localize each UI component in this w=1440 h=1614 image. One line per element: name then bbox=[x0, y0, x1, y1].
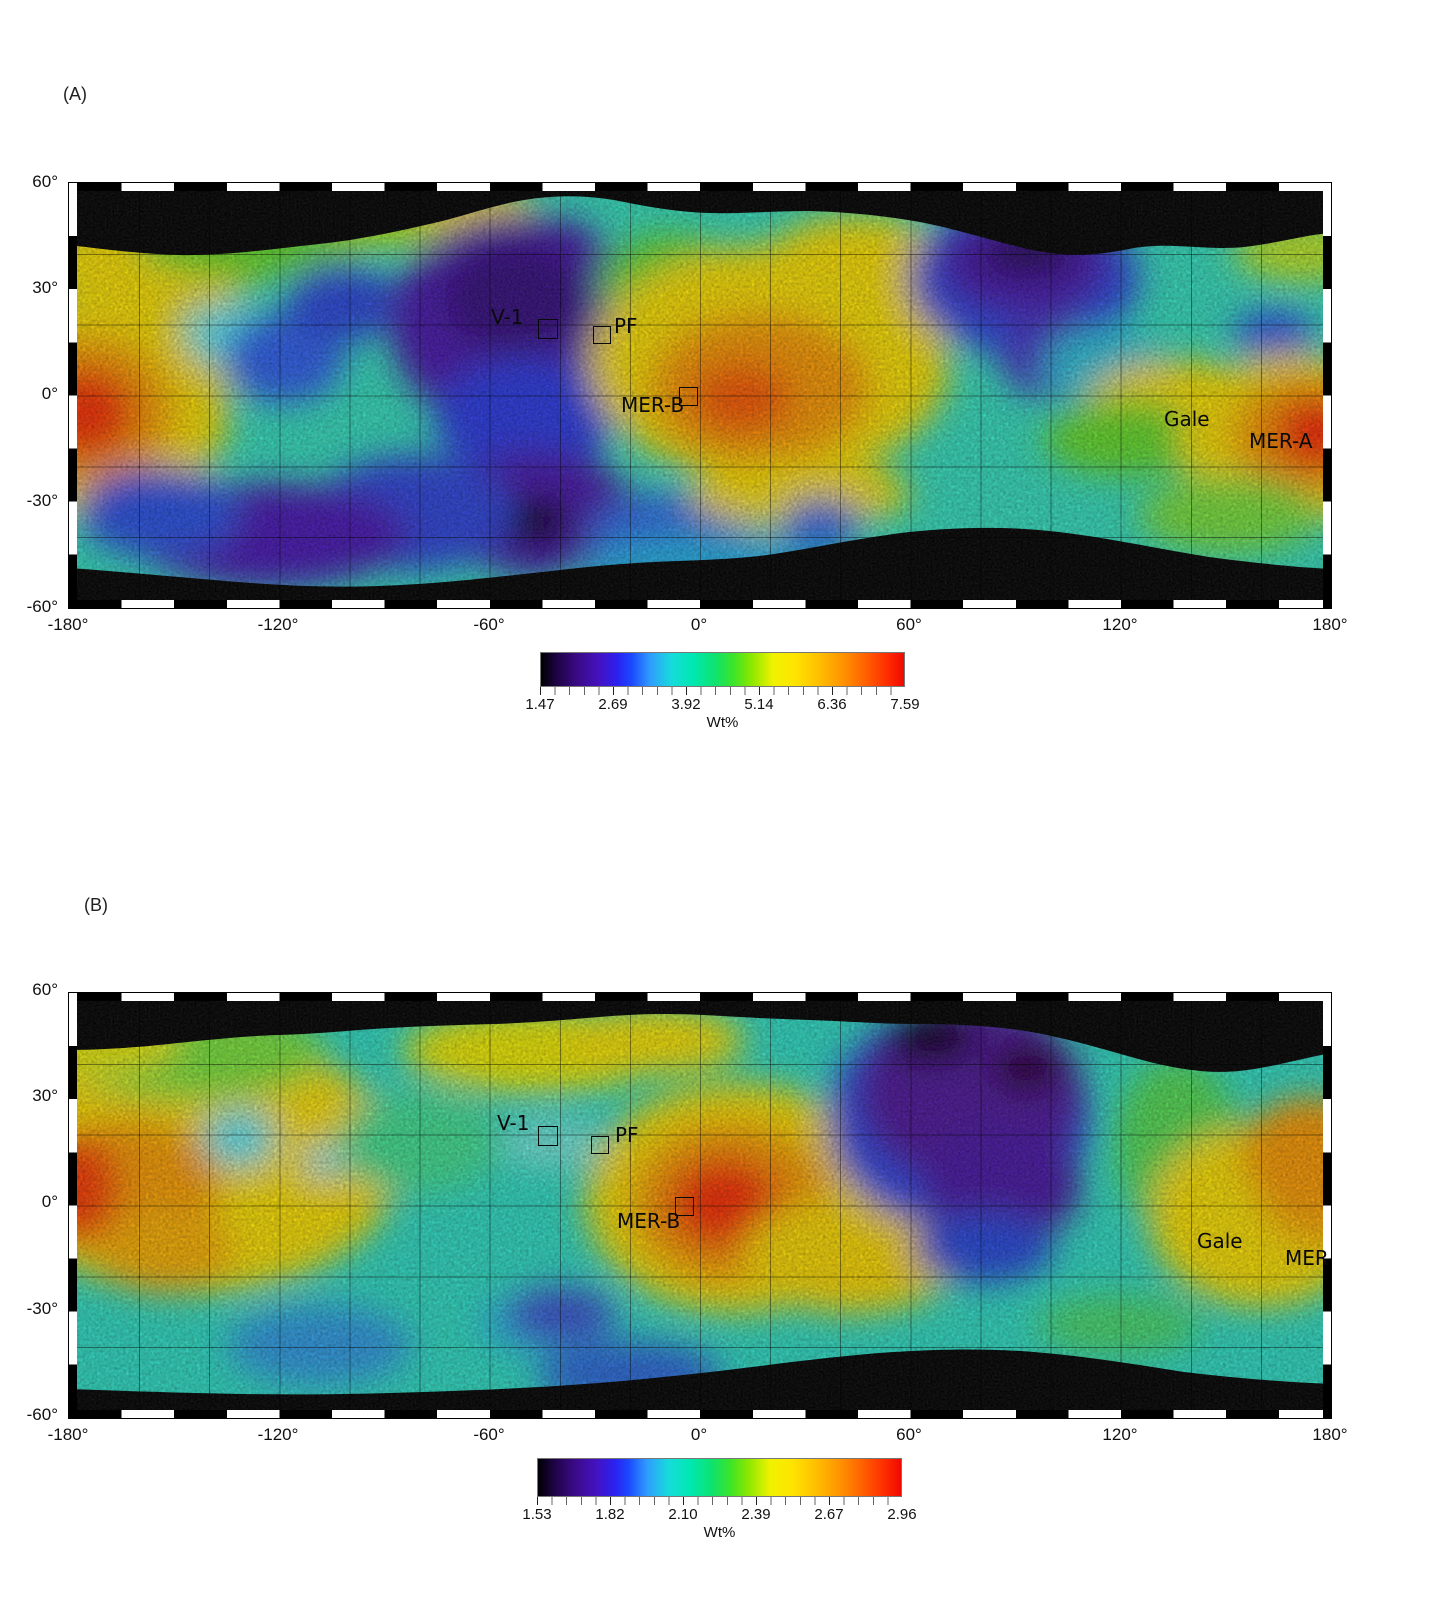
site-label-gale: Gale bbox=[1164, 407, 1210, 431]
colorbar-a-tick-label: 6.36 bbox=[817, 696, 847, 713]
colorbar-a-tick-label: 1.47 bbox=[525, 696, 555, 713]
colorbar-a-tick-label: 7.59 bbox=[890, 696, 920, 713]
lat-tick--30: -30° bbox=[26, 491, 58, 510]
colorbar-b-ticks bbox=[537, 1497, 902, 1505]
lon-tick-0: 0° bbox=[690, 1425, 708, 1444]
panel-b: (B) bbox=[0, 870, 1440, 1614]
colorbar-b-gradient bbox=[537, 1458, 902, 1497]
map-b-heatmap-svg bbox=[69, 993, 1331, 1418]
colorbar-b-tick-label: 2.96 bbox=[887, 1506, 917, 1523]
lat-tick-0: 0° bbox=[41, 384, 58, 403]
colorbar-b-tick-label: 2.39 bbox=[741, 1506, 771, 1523]
site-label-mer-a: MER-A bbox=[1249, 429, 1313, 453]
site-box-pf bbox=[593, 326, 611, 344]
lon-tick--180: -180° bbox=[47, 615, 89, 634]
site-box-mer-b bbox=[675, 1197, 694, 1216]
lon-tick--120: -120° bbox=[257, 615, 299, 634]
site-label-mer-a: MER-A bbox=[1285, 1246, 1331, 1270]
lon-tick--60: -60° bbox=[473, 1425, 505, 1444]
colorbar-a-tick-label: 2.69 bbox=[598, 696, 628, 713]
lon-tick-180: 180° bbox=[1312, 615, 1348, 634]
colorbar-b: 1.53 1.82 2.10 2.39 2.67 2.96 Wt% bbox=[522, 1458, 917, 1541]
lon-tick-60: 60° bbox=[896, 1425, 922, 1444]
site-box-mer-b bbox=[679, 387, 698, 406]
site-label-mer-b: MER-B bbox=[617, 1209, 681, 1233]
colorbar-b-tick-label: 1.82 bbox=[595, 1506, 625, 1523]
lat-tick-30: 30° bbox=[32, 278, 58, 297]
site-label-mer-b: MER-B bbox=[621, 393, 685, 417]
map-b: V-1 PF MER-B Gale MER-A bbox=[68, 992, 1332, 1419]
map-a: V-1 PF MER-B Gale MER-A bbox=[68, 182, 1332, 609]
colorbar-b-unit: Wt% bbox=[703, 1524, 736, 1541]
colorbar-a-tick-label: 3.92 bbox=[671, 696, 701, 713]
site-box-v1 bbox=[538, 1126, 558, 1146]
lon-tick--120: -120° bbox=[257, 1425, 299, 1444]
colorbar-a-unit: Wt% bbox=[706, 714, 739, 731]
colorbar-a-tick-label: 5.14 bbox=[744, 696, 774, 713]
lon-tick-0: 0° bbox=[690, 615, 708, 634]
panel-b-letter: (B) bbox=[84, 895, 108, 915]
lon-tick--60: -60° bbox=[473, 615, 505, 634]
lat-tick-60: 60° bbox=[32, 980, 58, 999]
panel-a: (A) bbox=[26, 84, 1348, 731]
colorbar-a-labels: 1.47 2.69 3.92 5.14 6.36 7.59 bbox=[525, 696, 919, 714]
panel-a-letter: (A) bbox=[63, 84, 87, 104]
lat-tick--30: -30° bbox=[26, 1299, 58, 1318]
site-label-gale: Gale bbox=[1197, 1229, 1243, 1253]
colorbar-b-tick-label: 2.67 bbox=[814, 1506, 844, 1523]
site-label-pf: PF bbox=[615, 1123, 639, 1147]
site-label-pf: PF bbox=[614, 314, 638, 338]
site-box-v1 bbox=[538, 319, 558, 339]
lat-tick--60: -60° bbox=[26, 1405, 58, 1424]
lat-tick-60: 60° bbox=[32, 172, 58, 191]
colorbar-a-ticks bbox=[540, 687, 905, 695]
site-label-v1: V-1 bbox=[497, 1111, 530, 1135]
site-label-v1: V-1 bbox=[491, 305, 524, 329]
lon-tick--180: -180° bbox=[47, 1425, 89, 1444]
lon-tick-60: 60° bbox=[896, 615, 922, 634]
colorbar-a: 1.47 2.69 3.92 5.14 6.36 7.59 Wt% bbox=[525, 652, 920, 731]
lon-tick-180: 180° bbox=[1312, 1425, 1348, 1444]
colorbar-a-gradient bbox=[540, 652, 905, 687]
colorbar-b-tick-label: 1.53 bbox=[522, 1506, 552, 1523]
lat-tick--60: -60° bbox=[26, 597, 58, 616]
lon-tick-120: 120° bbox=[1102, 615, 1138, 634]
site-box-pf bbox=[591, 1136, 609, 1154]
colorbar-b-labels: 1.53 1.82 2.10 2.39 2.67 2.96 bbox=[522, 1506, 916, 1524]
lon-tick-120: 120° bbox=[1102, 1425, 1138, 1444]
map-a-heatmap-svg bbox=[69, 183, 1331, 608]
colorbar-b-tick-label: 2.10 bbox=[668, 1506, 698, 1523]
lat-tick-0: 0° bbox=[41, 1192, 58, 1211]
lat-tick-30: 30° bbox=[32, 1086, 58, 1105]
